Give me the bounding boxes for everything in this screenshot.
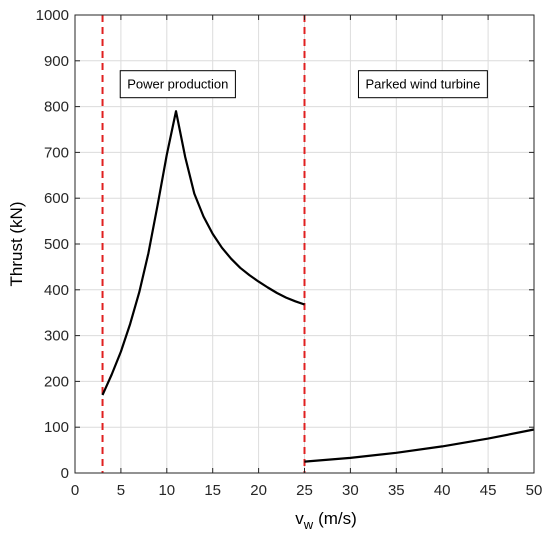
annotations: Power production Parked wind turbine <box>119 70 488 99</box>
y-tick-label: 200 <box>44 373 69 390</box>
y-tick-label: 1000 <box>36 7 69 24</box>
x-tick-label: 45 <box>480 482 497 499</box>
x-axis-symbol: v <box>295 509 304 528</box>
y-tick-label: 800 <box>44 99 69 116</box>
annotation-text: Parked wind turbine <box>365 77 480 92</box>
series <box>101 110 535 463</box>
x-tick-label: 10 <box>158 482 175 499</box>
x-axis-label: vw (m/s) <box>295 509 357 532</box>
y-tick-label: 700 <box>44 144 69 161</box>
x-axis-unit: (m/s) <box>318 509 357 528</box>
ticks: 0 5 10 15 20 25 30 35 40 45 5001002003004005006007… <box>36 7 543 499</box>
y-tick-label: 500 <box>44 236 69 253</box>
y-tick-label: 0 <box>61 465 69 482</box>
x-tick-label: 15 <box>204 482 221 499</box>
annotation-frame <box>357 70 488 99</box>
annotation-box-1: Power production <box>119 70 236 99</box>
series-line-1 <box>101 110 305 396</box>
x-axis-subscript: w <box>303 517 314 532</box>
x-tick-label: 0 <box>71 482 79 499</box>
y-tick-label: 900 <box>44 53 69 70</box>
annotation-frame <box>119 70 236 99</box>
annotation-text: Power production <box>127 77 228 92</box>
x-tick-label: 50 <box>526 482 543 499</box>
x-tick-label: 30 <box>342 482 359 499</box>
x-tick-label: 40 <box>434 482 451 499</box>
x-tick-label: 35 <box>388 482 405 499</box>
y-tick-label: 400 <box>44 282 69 299</box>
vertical-markers <box>101 15 306 473</box>
y-tick-label: 600 <box>44 190 69 207</box>
y-tick-label: 100 <box>44 419 69 436</box>
x-tick-label: 25 <box>296 482 313 499</box>
series-line-2 <box>304 428 535 463</box>
y-axis-label: Thrust (kN) <box>7 202 26 287</box>
x-tick-label: 5 <box>117 482 125 499</box>
x-tick-label: 20 <box>250 482 267 499</box>
y-tick-label: 300 <box>44 328 69 345</box>
annotation-box-2: Parked wind turbine <box>357 70 488 99</box>
